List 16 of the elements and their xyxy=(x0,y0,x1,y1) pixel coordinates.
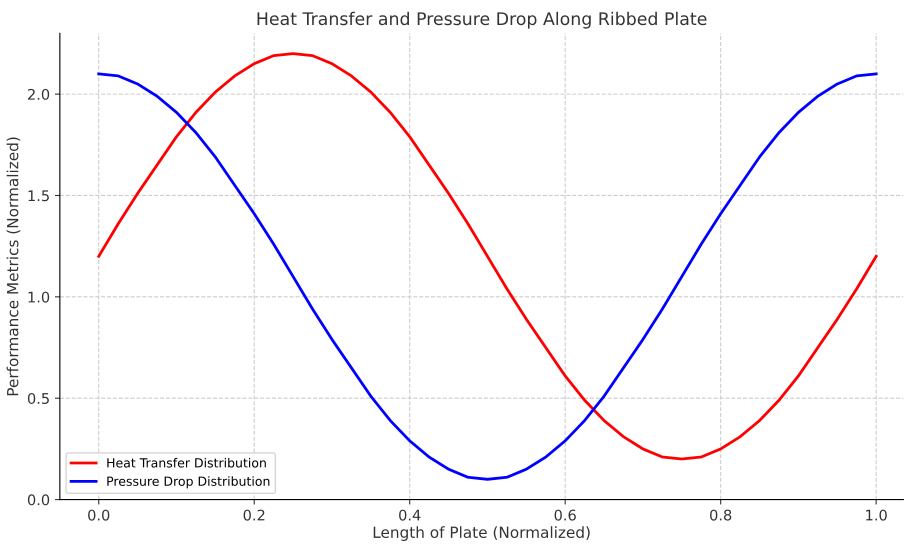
legend-label: Heat Transfer Distribution xyxy=(107,458,266,468)
y-tick-label: 1.0 xyxy=(28,292,50,303)
y-tick-label: 1.5 xyxy=(28,190,49,202)
y-tick-label: 2.0 xyxy=(28,88,50,100)
y-axis-title: Performance Metrics (Normalized) xyxy=(6,137,20,396)
y-tick-label: 0.0 xyxy=(28,494,50,506)
x-tick-label: 0.8 xyxy=(710,510,732,521)
x-tick-label: 0.2 xyxy=(244,510,264,521)
x-tick-label: 0.0 xyxy=(88,510,110,521)
x-tick-label: 0.4 xyxy=(399,510,420,521)
legend-label: Pressure Drop Distribution xyxy=(107,476,270,488)
y-tick-label: 0.5 xyxy=(28,392,49,404)
x-tick-label: 1.0 xyxy=(866,510,887,521)
x-axis-title: Length of Plate (Normalized) xyxy=(374,526,590,541)
chart-title: Heat Transfer and Pressure Drop Along Ribbed Plate xyxy=(258,12,706,29)
x-tick-label: 0.6 xyxy=(554,510,576,521)
